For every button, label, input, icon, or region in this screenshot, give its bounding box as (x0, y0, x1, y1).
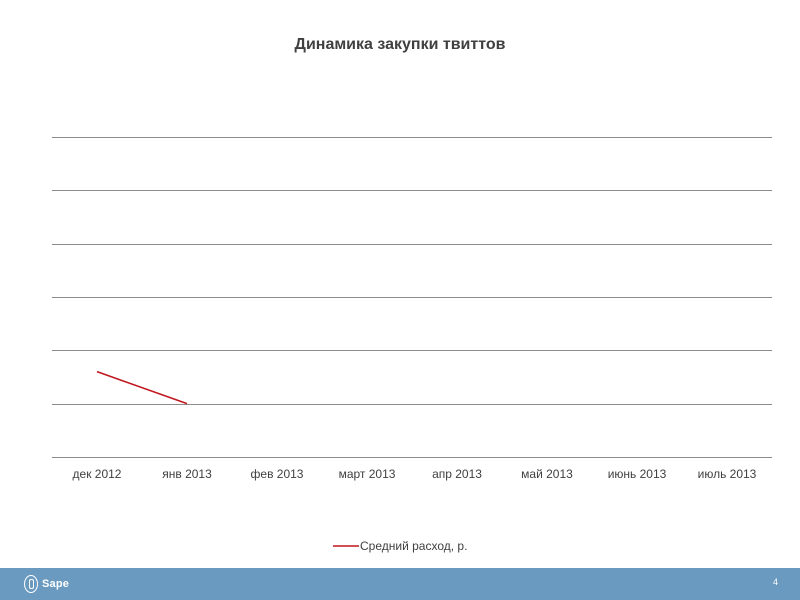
x-tick-label: дек 2012 (73, 467, 122, 481)
x-tick-label: май 2013 (521, 467, 573, 481)
legend-label: Средний расход, р. (360, 539, 467, 553)
footer-bar: Sape 4 (0, 568, 800, 600)
x-axis-labels: дек 2012 янв 2013 фев 2013 март 2013 апр 201… (73, 467, 757, 481)
sape-logo-icon (24, 575, 38, 593)
sape-logo-text: Sape (42, 578, 70, 590)
x-tick-label: фев 2013 (251, 467, 304, 481)
series-lines (96, 370, 188, 405)
chart-title: Динамика закупки твиттов (294, 36, 506, 53)
line-chart: дек 2012 янв 2013 фев 2013 март 2013 апр 201… (52, 137, 772, 553)
x-tick-label: янв 2013 (162, 467, 212, 481)
series-line-1 (96, 370, 188, 405)
page-number: 4 (772, 577, 778, 587)
x-tick-label: март 2013 (339, 467, 396, 481)
gridlines (52, 137, 772, 458)
sape-logo: Sape (24, 574, 69, 594)
x-tick-label: апр 2013 (432, 467, 482, 481)
x-tick-label: июнь 2013 (608, 467, 667, 481)
x-tick-label: июль 2013 (698, 467, 757, 481)
legend: Средний расход, р. (333, 539, 467, 553)
